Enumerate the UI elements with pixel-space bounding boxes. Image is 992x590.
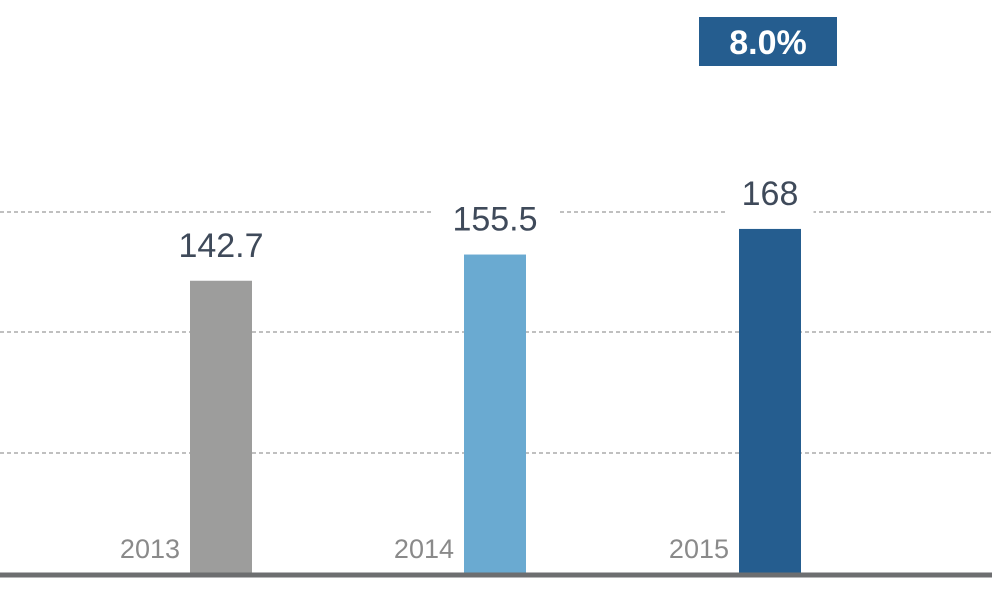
year-label-2013: 2013 — [120, 534, 180, 564]
labels: 142.7 2013 155.5 2014 168 2015 — [120, 166, 814, 564]
value-label-2013: 142.7 — [178, 227, 263, 265]
gridlines — [0, 211, 992, 454]
growth-badge-background — [699, 17, 837, 66]
bars — [190, 228, 801, 573]
bar-2013 — [190, 280, 252, 573]
growth-badge: 8.0% — [699, 17, 837, 66]
bar-2015 — [739, 228, 801, 573]
value-label-2014: 155.5 — [452, 201, 537, 239]
value-label-background — [432, 192, 558, 241]
bar-2014 — [464, 254, 526, 573]
value-label-background — [726, 166, 814, 215]
year-label-2014: 2014 — [394, 534, 454, 564]
value-label-2015: 168 — [742, 175, 799, 213]
growth-badge-label: 8.0% — [729, 24, 807, 62]
year-label-2015: 2015 — [669, 534, 729, 564]
value-label-background — [158, 218, 284, 267]
